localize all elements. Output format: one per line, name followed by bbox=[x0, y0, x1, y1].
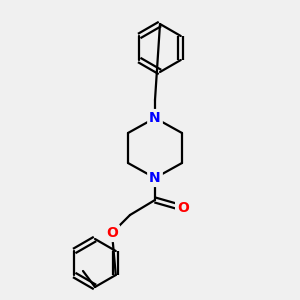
Text: O: O bbox=[106, 226, 118, 240]
Text: N: N bbox=[149, 171, 161, 185]
Text: O: O bbox=[177, 201, 189, 215]
Text: N: N bbox=[149, 111, 161, 125]
